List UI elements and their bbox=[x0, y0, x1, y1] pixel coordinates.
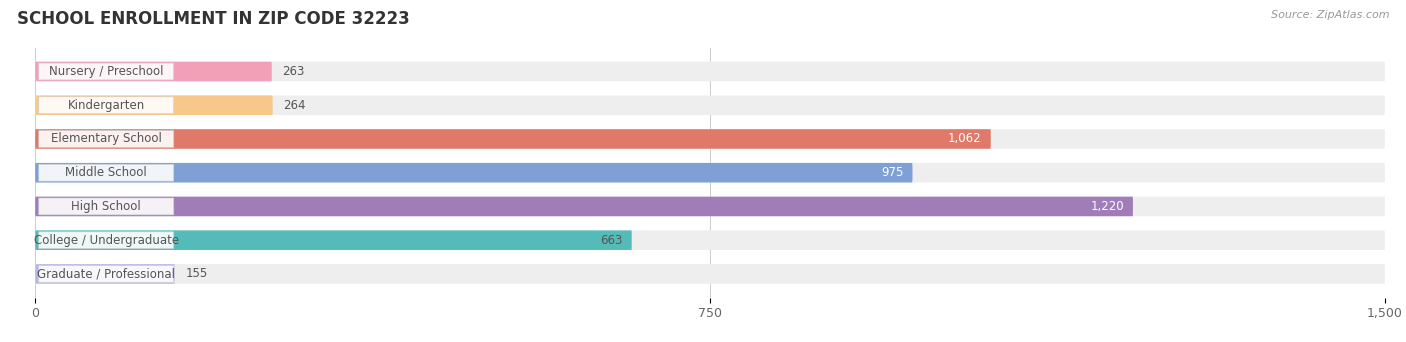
Text: Source: ZipAtlas.com: Source: ZipAtlas.com bbox=[1271, 10, 1389, 20]
FancyBboxPatch shape bbox=[39, 131, 174, 147]
Text: 663: 663 bbox=[600, 234, 623, 247]
FancyBboxPatch shape bbox=[35, 264, 1385, 284]
FancyBboxPatch shape bbox=[39, 97, 174, 114]
FancyBboxPatch shape bbox=[35, 163, 1385, 183]
FancyBboxPatch shape bbox=[35, 62, 1385, 81]
Text: 1,220: 1,220 bbox=[1090, 200, 1123, 213]
FancyBboxPatch shape bbox=[35, 62, 271, 81]
FancyBboxPatch shape bbox=[35, 129, 1385, 149]
FancyBboxPatch shape bbox=[39, 63, 174, 80]
Text: SCHOOL ENROLLMENT IN ZIP CODE 32223: SCHOOL ENROLLMENT IN ZIP CODE 32223 bbox=[17, 10, 409, 28]
FancyBboxPatch shape bbox=[35, 163, 912, 183]
FancyBboxPatch shape bbox=[39, 198, 174, 215]
Text: Elementary School: Elementary School bbox=[51, 132, 162, 145]
Text: High School: High School bbox=[72, 200, 141, 213]
Text: Middle School: Middle School bbox=[65, 166, 148, 179]
Text: 264: 264 bbox=[284, 99, 307, 112]
Text: 155: 155 bbox=[186, 267, 208, 280]
FancyBboxPatch shape bbox=[35, 129, 991, 149]
FancyBboxPatch shape bbox=[35, 95, 1385, 115]
Text: 975: 975 bbox=[882, 166, 904, 179]
FancyBboxPatch shape bbox=[35, 197, 1133, 216]
FancyBboxPatch shape bbox=[35, 231, 1385, 250]
Text: Kindergarten: Kindergarten bbox=[67, 99, 145, 112]
FancyBboxPatch shape bbox=[35, 264, 174, 284]
Text: Graduate / Professional: Graduate / Professional bbox=[37, 267, 176, 280]
Text: College / Undergraduate: College / Undergraduate bbox=[34, 234, 179, 247]
Text: 263: 263 bbox=[283, 65, 305, 78]
FancyBboxPatch shape bbox=[35, 231, 631, 250]
FancyBboxPatch shape bbox=[39, 265, 174, 282]
Text: Nursery / Preschool: Nursery / Preschool bbox=[49, 65, 163, 78]
FancyBboxPatch shape bbox=[35, 95, 273, 115]
Text: 1,062: 1,062 bbox=[948, 132, 981, 145]
FancyBboxPatch shape bbox=[39, 232, 174, 249]
FancyBboxPatch shape bbox=[35, 197, 1385, 216]
FancyBboxPatch shape bbox=[39, 164, 174, 181]
